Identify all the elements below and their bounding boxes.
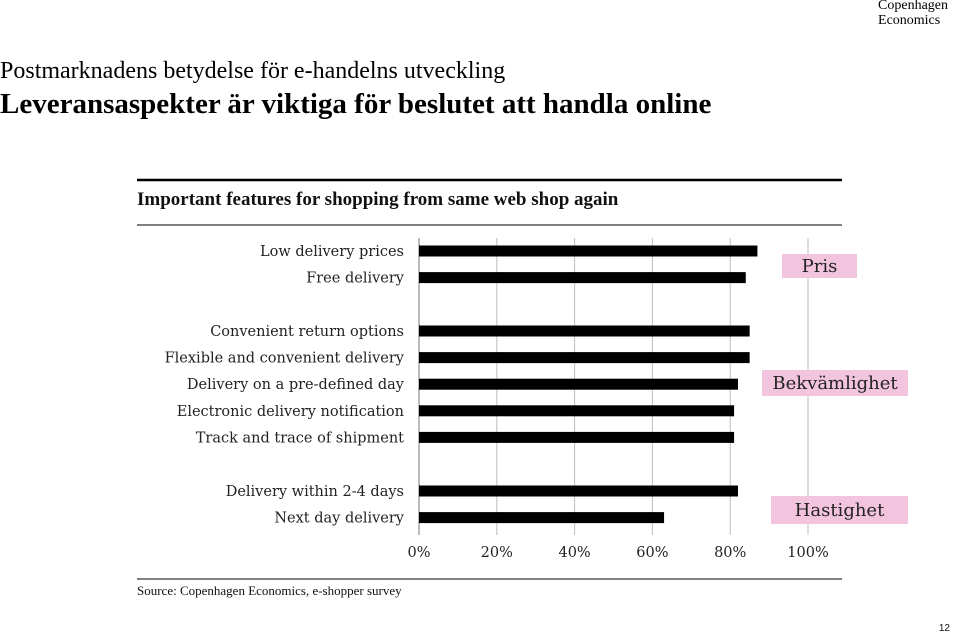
bar (419, 405, 735, 417)
group-label: Hastighet (795, 500, 885, 521)
category-label: Delivery within 2-4 days (226, 484, 404, 500)
group-label: Bekvämlighet (772, 373, 898, 394)
group-label-box (782, 254, 857, 278)
bar (419, 245, 758, 257)
bar (419, 512, 665, 524)
category-label: Track and trace of shipment (196, 430, 404, 446)
x-tick-label: 60% (636, 545, 668, 561)
slide-title: Leveransaspekter är viktiga för beslutet… (0, 88, 712, 120)
bar (419, 378, 738, 390)
x-tick-label: 100% (787, 545, 828, 561)
source-note: Source: Copenhagen Economics, e-shopper … (137, 583, 402, 598)
category-label: Flexible and convenient delivery (165, 351, 405, 367)
bar (419, 485, 738, 497)
category-label: Delivery on a pre-defined day (187, 377, 405, 393)
bar (419, 272, 746, 284)
page-number: 12 (938, 623, 950, 634)
group-label-box (762, 370, 908, 396)
category-label: Convenient return options (210, 324, 404, 340)
group-label-box (771, 496, 908, 524)
x-tick-label: 80% (714, 545, 746, 561)
category-label: Low delivery prices (260, 244, 404, 260)
bar (419, 325, 750, 337)
x-tick-label: 0% (407, 545, 430, 561)
bar (419, 352, 750, 364)
logo-line-2: Economics (878, 13, 941, 28)
company-logo: Copenhagen Economics (878, 0, 948, 28)
x-tick-label: 40% (558, 545, 590, 561)
category-label: Electronic delivery notification (177, 404, 404, 420)
slide-supertitle: Postmarknadens betydelse för e-handelns … (0, 58, 506, 84)
x-tick-label: 20% (481, 545, 513, 561)
category-label: Next day delivery (274, 511, 404, 527)
group-label: Pris (802, 256, 838, 277)
chart-title: Important features for shopping from sam… (137, 189, 619, 210)
category-label: Free delivery (306, 271, 405, 287)
logo-line-1: Copenhagen (878, 0, 948, 13)
bar (419, 431, 735, 443)
